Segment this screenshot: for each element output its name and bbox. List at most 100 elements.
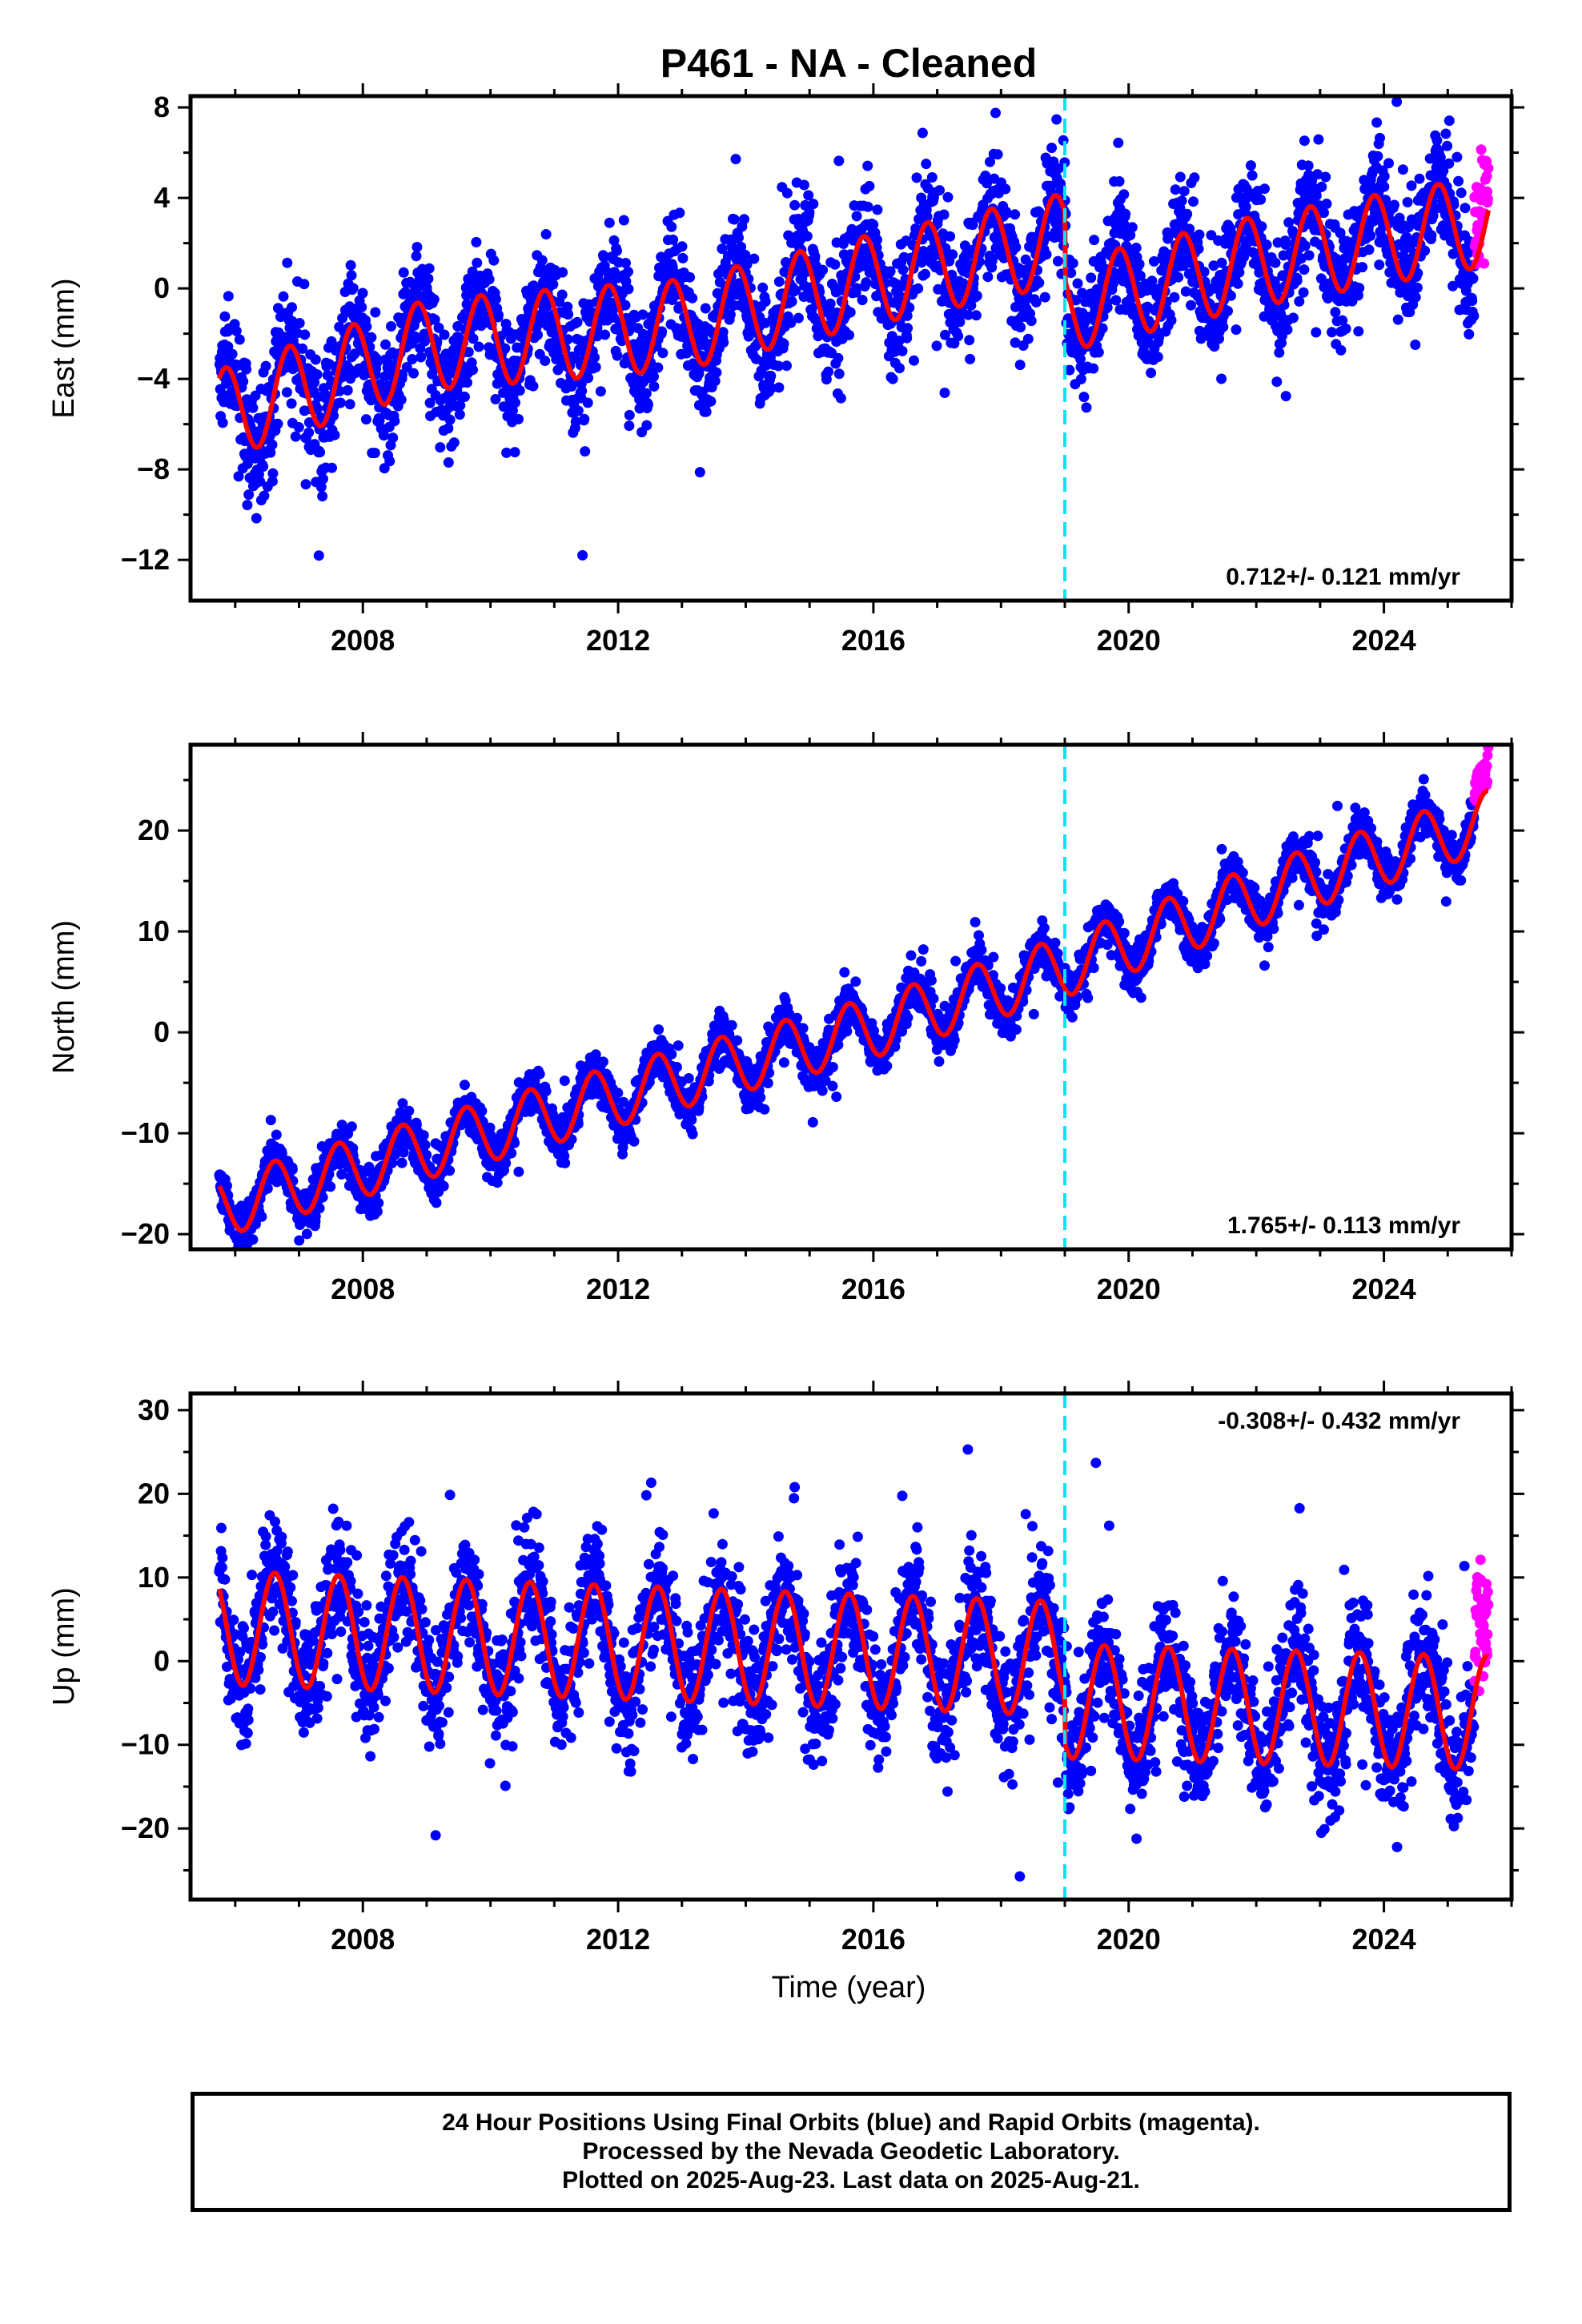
final-orbit-point bbox=[801, 231, 813, 242]
final-orbit-point bbox=[608, 235, 620, 246]
final-orbit-point bbox=[844, 329, 854, 340]
final-orbit-point bbox=[851, 211, 862, 222]
final-orbit-point bbox=[1335, 227, 1346, 239]
final-orbit-point bbox=[868, 219, 879, 230]
final-orbit-point bbox=[397, 1098, 408, 1109]
final-orbit-point bbox=[759, 1104, 770, 1115]
final-orbit-point bbox=[1193, 243, 1204, 255]
final-orbit-point bbox=[1274, 347, 1285, 358]
final-orbit-point bbox=[687, 1128, 698, 1140]
rapid-orbit-point bbox=[1482, 193, 1493, 204]
final-orbit-point bbox=[1152, 352, 1163, 363]
final-orbit-point bbox=[1075, 373, 1086, 384]
final-orbit-point bbox=[1467, 296, 1478, 306]
final-orbit-point bbox=[1046, 180, 1057, 191]
final-orbit-point bbox=[1315, 273, 1327, 284]
final-orbit-point bbox=[234, 334, 245, 345]
final-orbit-point bbox=[1030, 296, 1042, 308]
final-orbit-point bbox=[423, 273, 434, 284]
final-orbit-point bbox=[346, 1121, 357, 1132]
final-orbit-point bbox=[1178, 186, 1190, 197]
final-orbit-point bbox=[1394, 212, 1405, 223]
final-orbit-point bbox=[921, 211, 933, 223]
final-orbit-point bbox=[455, 400, 466, 411]
final-orbit-point bbox=[421, 1149, 432, 1160]
rapid-orbit-point bbox=[1483, 163, 1494, 174]
final-orbit-point bbox=[314, 1203, 325, 1214]
final-orbit-point bbox=[294, 1235, 305, 1246]
final-orbit-point bbox=[360, 414, 371, 425]
final-orbit-point bbox=[583, 372, 594, 384]
final-orbit-point bbox=[637, 309, 648, 320]
final-orbit-point bbox=[566, 381, 577, 392]
final-orbit-point bbox=[1271, 376, 1283, 388]
final-orbit-point bbox=[1186, 300, 1196, 311]
final-orbit-point bbox=[1231, 324, 1242, 336]
final-orbit-point bbox=[1298, 287, 1309, 298]
final-orbit-point bbox=[396, 1157, 408, 1168]
final-orbit-point bbox=[408, 368, 419, 379]
final-orbit-point bbox=[934, 185, 945, 196]
final-orbit-point bbox=[1363, 244, 1375, 255]
final-orbit-point bbox=[265, 1115, 276, 1126]
final-orbit-point bbox=[1054, 231, 1065, 243]
final-orbit-point bbox=[773, 382, 785, 393]
final-orbit-point bbox=[1194, 229, 1205, 240]
final-orbit-point bbox=[1180, 286, 1191, 297]
final-orbit-point bbox=[786, 296, 797, 307]
y-tick-label: −4 bbox=[137, 362, 170, 395]
final-orbit-point bbox=[556, 289, 568, 300]
final-orbit-point bbox=[797, 1023, 809, 1034]
final-orbit-point bbox=[1120, 208, 1131, 219]
final-orbit-point bbox=[962, 309, 974, 320]
final-orbit-point bbox=[624, 420, 635, 432]
final-orbit-point bbox=[726, 1019, 737, 1031]
final-orbit-point bbox=[634, 403, 645, 414]
final-orbit-point bbox=[1374, 259, 1385, 271]
final-orbit-point bbox=[762, 1078, 773, 1088]
final-orbit-point bbox=[942, 191, 954, 203]
final-orbit-point bbox=[623, 283, 634, 295]
final-orbit-point bbox=[589, 352, 600, 363]
final-orbit-point bbox=[741, 259, 753, 270]
final-orbit-point bbox=[718, 337, 729, 348]
final-orbit-point bbox=[683, 1073, 694, 1084]
final-orbit-point bbox=[303, 427, 315, 438]
final-orbit-point bbox=[398, 267, 409, 278]
final-orbit-point bbox=[509, 447, 520, 458]
final-orbit-point bbox=[711, 367, 722, 378]
final-orbit-point bbox=[563, 309, 574, 320]
final-orbit-point bbox=[833, 352, 844, 364]
final-orbit-point bbox=[1066, 267, 1077, 279]
final-orbit-point bbox=[286, 398, 297, 409]
final-orbit-point bbox=[940, 243, 951, 254]
final-orbit-point bbox=[398, 1147, 409, 1158]
final-orbit-point bbox=[740, 249, 751, 260]
final-orbit-point bbox=[920, 268, 930, 279]
final-orbit-point bbox=[1022, 333, 1034, 344]
final-orbit-point bbox=[513, 413, 524, 424]
final-orbit-point bbox=[967, 219, 978, 231]
final-orbit-point bbox=[407, 354, 418, 364]
final-orbit-point bbox=[902, 323, 913, 334]
final-orbit-point bbox=[1401, 231, 1412, 243]
final-orbit-point bbox=[1081, 402, 1092, 413]
final-orbit-point bbox=[1216, 373, 1227, 384]
final-orbit-point bbox=[590, 362, 601, 372]
final-orbit-point bbox=[970, 310, 982, 321]
final-orbit-point bbox=[1443, 115, 1455, 127]
final-orbit-point bbox=[1053, 255, 1063, 267]
final-orbit-point bbox=[1438, 165, 1449, 176]
final-orbit-point bbox=[931, 340, 942, 352]
final-orbit-point bbox=[612, 1088, 624, 1099]
final-orbit-point bbox=[344, 399, 355, 410]
final-orbit-point bbox=[1468, 273, 1479, 284]
final-orbit-point bbox=[1327, 327, 1337, 338]
x-tick-label: 2016 bbox=[841, 624, 905, 657]
final-orbit-point bbox=[897, 345, 908, 356]
final-orbit-point bbox=[473, 341, 484, 352]
final-orbit-point bbox=[1282, 324, 1293, 336]
final-orbit-point bbox=[945, 231, 956, 242]
final-orbit-point bbox=[733, 232, 744, 243]
